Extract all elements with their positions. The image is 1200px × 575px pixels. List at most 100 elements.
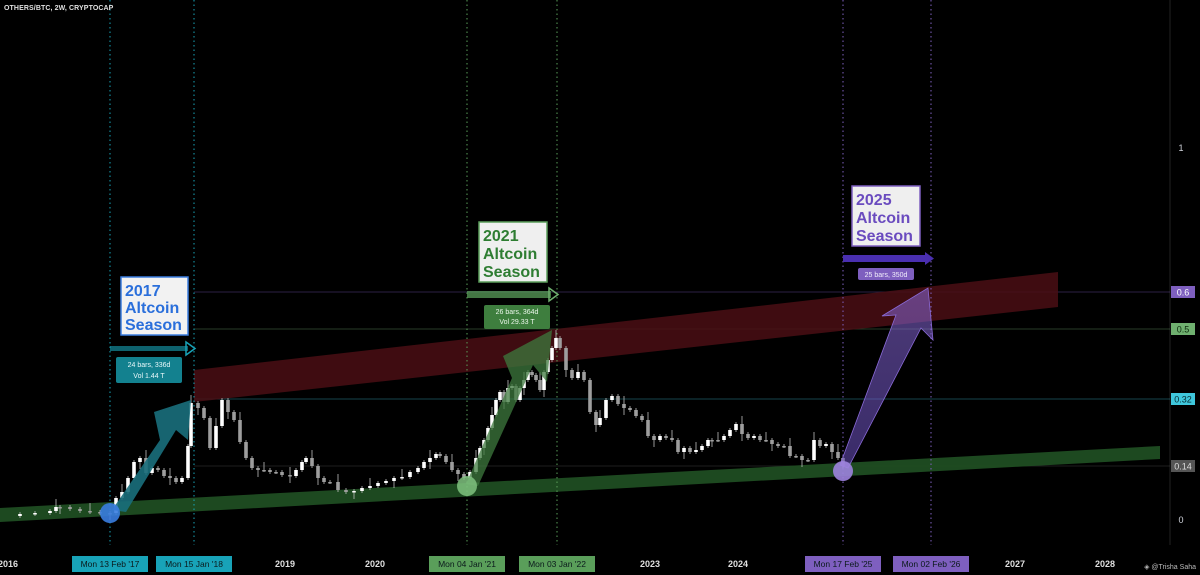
candle — [836, 452, 840, 458]
svg-text:Mon 03 Jan '22: Mon 03 Jan '22 — [528, 559, 586, 569]
candle — [776, 444, 780, 446]
measure-2021-bars: 26 bars, 364d — [496, 309, 539, 316]
candle — [782, 446, 786, 448]
candle — [462, 474, 466, 478]
candle — [706, 440, 710, 446]
candle — [570, 370, 574, 378]
svg-text:Season: Season — [125, 317, 182, 334]
candle — [594, 412, 598, 425]
candle — [33, 513, 37, 515]
svg-text:2017: 2017 — [125, 283, 161, 300]
candlestick-series — [18, 330, 845, 520]
bottom-marker-2017 — [100, 503, 120, 523]
candle — [288, 475, 292, 477]
measure-2017-vol: Vol 1.44 T — [133, 373, 165, 380]
candle — [438, 454, 442, 456]
candle — [538, 380, 542, 390]
date-marker-tag — [429, 556, 505, 572]
candle — [490, 415, 494, 428]
time-axis[interactable]: 2016 2019 2020 2023 2024 2027 2028 Mon 13 Feb '… — [0, 556, 1115, 572]
candle — [740, 424, 744, 434]
candle — [806, 460, 810, 462]
svg-text:Season: Season — [483, 264, 540, 281]
candle — [800, 456, 804, 460]
svg-text:Altcoin: Altcoin — [856, 210, 910, 227]
candle — [162, 470, 166, 476]
x-tick-label: 2027 — [1005, 559, 1025, 569]
date-marker-tag — [156, 556, 232, 572]
measure-2025-bars: 25 bars, 350d — [865, 272, 908, 279]
candle — [336, 482, 340, 490]
candle — [812, 440, 816, 460]
candle — [664, 436, 668, 438]
candle — [576, 372, 580, 378]
support-channel — [0, 446, 1160, 522]
candle — [310, 458, 314, 466]
candle — [818, 440, 822, 446]
date-marker-tag — [893, 556, 969, 572]
candle — [180, 478, 184, 482]
candle — [250, 458, 254, 468]
candle — [294, 470, 298, 476]
candle — [322, 478, 326, 482]
candle — [558, 338, 562, 348]
date-marker-tag — [805, 556, 881, 572]
candle — [58, 507, 62, 509]
measure-2025: 25 bars, 350d — [843, 252, 934, 280]
candle — [444, 456, 448, 462]
candle — [770, 440, 774, 444]
candle — [716, 440, 720, 442]
candle — [610, 396, 614, 400]
candle — [622, 404, 626, 408]
candle — [494, 400, 498, 415]
candle — [598, 418, 602, 425]
svg-text:Season: Season — [856, 228, 913, 245]
candle — [352, 491, 356, 493]
candle — [214, 426, 218, 448]
candle — [220, 400, 224, 426]
candle — [728, 430, 732, 436]
candle — [344, 490, 348, 492]
candle — [88, 511, 92, 513]
candle — [694, 450, 698, 452]
svg-text:Altcoin: Altcoin — [125, 300, 179, 317]
candle — [328, 482, 332, 484]
candle — [518, 388, 522, 400]
svg-text:Altcoin: Altcoin — [483, 246, 537, 263]
x-tick-label: 2020 — [365, 559, 385, 569]
candle — [652, 436, 656, 440]
x-tick-label: 2028 — [1095, 559, 1115, 569]
candle — [758, 436, 762, 440]
candle — [416, 468, 420, 472]
candle — [232, 412, 236, 420]
candle — [628, 408, 632, 410]
candle — [384, 481, 388, 483]
candle — [280, 472, 284, 475]
candle — [722, 436, 726, 440]
candle — [360, 488, 364, 491]
candle — [132, 462, 136, 478]
measure-2017-bars: 24 bars, 336d — [128, 362, 171, 369]
candle — [450, 462, 454, 470]
candle — [788, 446, 792, 456]
candle — [304, 458, 308, 462]
candle — [376, 483, 380, 486]
candle — [226, 400, 230, 412]
candle — [422, 462, 426, 468]
candle — [48, 511, 52, 513]
callout-2017: 2017 Altcoin Season — [120, 276, 189, 336]
bottom-marker-2025 — [833, 461, 853, 481]
svg-text:0.14: 0.14 — [1174, 462, 1192, 472]
svg-text:2021: 2021 — [483, 228, 519, 245]
callout-2025: 2025 Altcoin Season — [851, 185, 921, 247]
candle — [700, 446, 704, 450]
candle — [196, 403, 200, 408]
candle — [274, 472, 278, 474]
candle — [824, 444, 828, 446]
price-axis[interactable]: 0 1 0.6 0.5 0.32 0.14 — [1171, 143, 1195, 525]
candle — [530, 372, 534, 375]
candle — [408, 472, 412, 477]
svg-text:2025: 2025 — [856, 192, 892, 209]
candle — [208, 418, 212, 448]
